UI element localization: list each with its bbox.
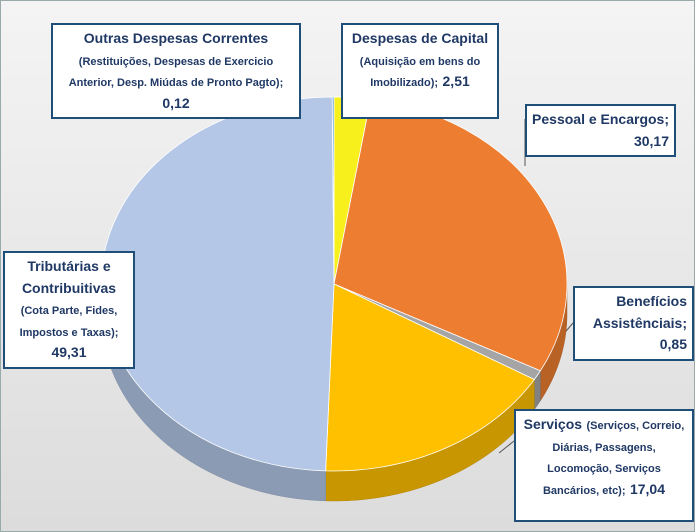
category-name: Benefícios Assistênciais; — [592, 293, 687, 331]
value-label: 0,12 — [162, 94, 190, 111]
slice — [325, 283, 535, 472]
value-label: 30,17 — [633, 132, 669, 149]
value-label: 49,31 — [51, 344, 87, 361]
data-label: Benefícios Assistênciais; 0,85 — [573, 286, 694, 361]
data-label: Outras Despesas Correntes (Restituições,… — [51, 23, 301, 120]
category-note: (Restituições, Despesas de Exercicio Ant… — [68, 55, 284, 90]
category-name: Serviços — [523, 416, 583, 432]
category-note: (Serviços, Correio, Diárias, Passagens, … — [542, 420, 685, 497]
category-name: Despesas de Capital — [351, 30, 489, 46]
data-label: Despesas de Capital (Aquisição em bens d… — [341, 23, 499, 119]
slice — [331, 96, 335, 285]
data-label: Pessoal e Encargos; 30,17 — [525, 104, 676, 158]
category-name: Outras Despesas Correntes — [83, 30, 269, 46]
data-label: Tributárias e Contribuitivas (Cota Parte… — [3, 251, 135, 369]
value-label: 2,51 — [442, 73, 470, 90]
data-label: Serviços (Serviços, Correio, Diárias, Pa… — [514, 409, 694, 522]
category-name: Pessoal e Encargos; — [532, 111, 669, 127]
category-name: Tributárias e Contribuitivas — [21, 258, 117, 296]
leader-line — [498, 440, 515, 454]
category-note: (Aquisição em bens do Imobilizado); — [359, 55, 481, 90]
category-note: (Cota Parte, Fides, Impostos e Taxas); — [19, 305, 119, 339]
slice — [100, 96, 335, 472]
value-label: 0,85 — [659, 336, 687, 353]
pie-tops — [100, 96, 568, 472]
value-label: 17,04 — [629, 480, 666, 497]
